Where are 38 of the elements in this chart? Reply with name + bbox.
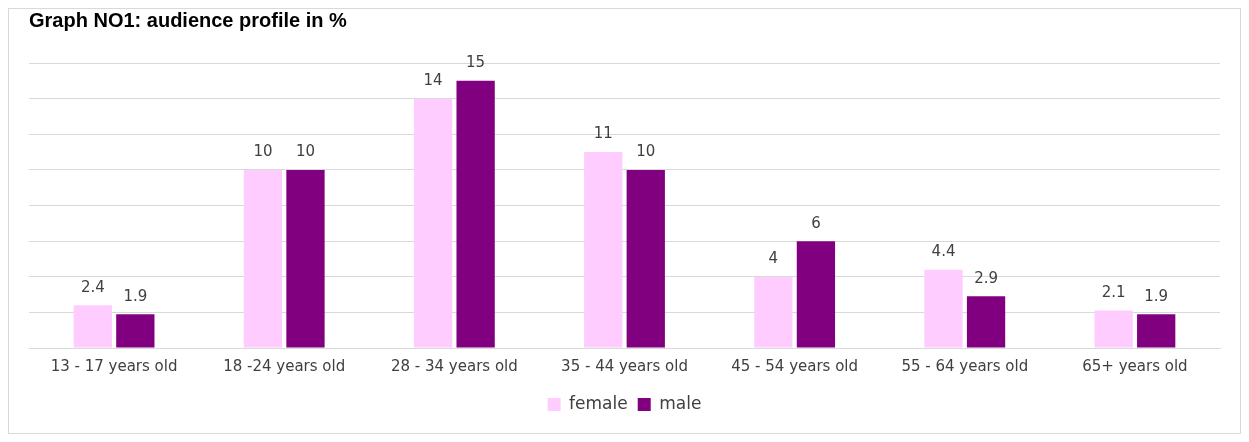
bar <box>286 169 325 348</box>
bar <box>73 305 112 348</box>
bar <box>456 80 495 348</box>
bar <box>1137 314 1176 348</box>
x-tick-label: 55 - 64 years old <box>901 356 1029 375</box>
bar <box>116 314 155 348</box>
bar <box>243 169 283 348</box>
data-label: 14 <box>423 71 443 90</box>
bar <box>584 152 623 348</box>
x-tick-label: 65+ years old <box>1082 356 1188 375</box>
x-tick-label: 28 - 34 years old <box>390 356 518 375</box>
bar <box>924 269 963 348</box>
legend-label: male <box>659 392 702 413</box>
bar <box>413 98 453 348</box>
data-label: 2.9 <box>974 268 998 287</box>
bar <box>754 276 793 348</box>
x-tick-label: 18 -24 years old <box>223 356 346 375</box>
data-label: 10 <box>295 142 316 161</box>
data-label: 15 <box>466 53 486 72</box>
data-label: 1.9 <box>123 286 148 305</box>
data-label: 4 <box>768 249 779 268</box>
legend-label: female <box>569 392 628 413</box>
data-label: 10 <box>636 142 656 161</box>
bar <box>966 296 1006 348</box>
data-label: 2.1 <box>1101 282 1126 301</box>
x-tick-label: 35 - 44 years old <box>561 356 688 375</box>
bar <box>626 169 665 348</box>
bar <box>1094 310 1133 348</box>
data-label: 2.4 <box>80 277 105 296</box>
data-label: 11 <box>593 124 613 143</box>
x-tick-label: 45 - 54 years old <box>731 356 859 375</box>
data-label: 1.9 <box>1144 286 1169 305</box>
bar <box>796 241 836 348</box>
x-tick-label: 13 - 17 years old <box>50 356 178 375</box>
data-label: 4.4 <box>931 242 956 261</box>
data-label: 6 <box>811 213 821 232</box>
data-label: 10 <box>253 142 273 161</box>
chart-title: Graph NO1: audience profile in % <box>29 8 348 31</box>
